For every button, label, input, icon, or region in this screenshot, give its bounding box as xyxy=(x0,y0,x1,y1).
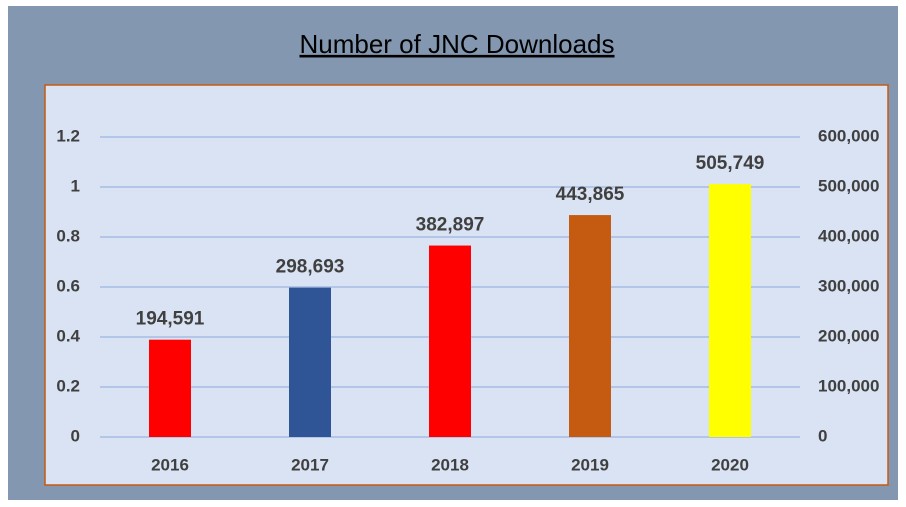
y2-tick-label: 300,000 xyxy=(818,276,879,295)
chart-title: Number of JNC Downloads xyxy=(299,29,614,59)
x-tick-label: 2018 xyxy=(431,455,469,474)
bar xyxy=(709,184,751,437)
y-tick-label: 0.2 xyxy=(56,376,80,395)
x-tick-label: 2019 xyxy=(571,455,609,474)
data-label: 443,865 xyxy=(556,184,625,205)
x-tick-label: 2016 xyxy=(151,455,189,474)
x-tick-label: 2017 xyxy=(291,455,329,474)
y2-tick-label: 400,000 xyxy=(818,226,879,245)
y2-tick-label: 600,000 xyxy=(818,126,879,145)
y-tick-label: 1 xyxy=(71,176,80,195)
y-tick-label: 0.8 xyxy=(56,226,80,245)
bar xyxy=(289,287,331,437)
y2-tick-label: 100,000 xyxy=(818,376,879,395)
bar xyxy=(569,215,611,437)
y2-tick-label: 200,000 xyxy=(818,326,879,345)
data-label: 298,693 xyxy=(276,257,345,278)
data-label: 194,591 xyxy=(136,309,205,330)
x-tick-label: 2020 xyxy=(711,455,749,474)
bar xyxy=(149,339,191,437)
y-tick-label: 0 xyxy=(71,426,80,445)
y-tick-label: 0.6 xyxy=(56,276,80,295)
bar xyxy=(429,245,471,437)
y-tick-label: 1.2 xyxy=(56,126,80,145)
data-label: 505,749 xyxy=(696,153,765,174)
y2-tick-label: 0 xyxy=(818,426,827,445)
data-label: 382,897 xyxy=(416,215,485,236)
y2-tick-label: 500,000 xyxy=(818,176,879,195)
y-tick-label: 0.4 xyxy=(56,326,80,345)
